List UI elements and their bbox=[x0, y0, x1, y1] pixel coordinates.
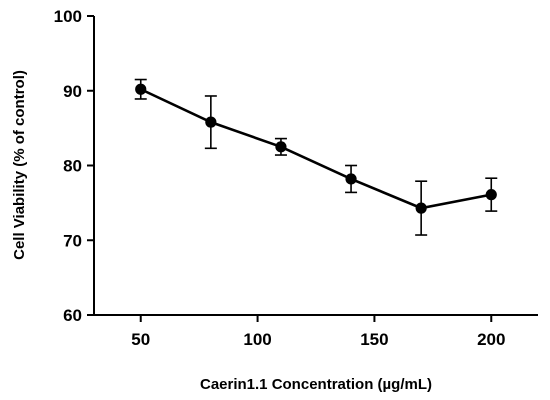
data-point bbox=[205, 116, 217, 128]
data-point bbox=[275, 141, 287, 153]
y-tick-label: 70 bbox=[63, 231, 82, 250]
y-tick-label: 80 bbox=[63, 157, 82, 176]
y-tick-label: 100 bbox=[54, 7, 82, 26]
error-bars bbox=[134, 78, 498, 236]
axis-ticks: 60 70 80 90 100 50 100 150 200 bbox=[54, 7, 506, 349]
x-tick-label: 50 bbox=[131, 330, 150, 349]
x-axis-title: Caerin1.1 Concentration (µg/mL) bbox=[200, 376, 432, 393]
x-tick-label: 200 bbox=[477, 330, 505, 349]
data-point bbox=[345, 173, 357, 185]
data-point bbox=[485, 189, 497, 201]
series-line bbox=[140, 88, 492, 210]
data-points bbox=[135, 83, 497, 214]
series-lines bbox=[140, 88, 492, 210]
data-point bbox=[135, 83, 147, 95]
y-axis-title: Cell Viability (% of control) bbox=[11, 70, 28, 260]
y-tick-label: 60 bbox=[63, 306, 82, 325]
x-tick-label: 100 bbox=[243, 330, 271, 349]
x-tick-label: 150 bbox=[360, 330, 388, 349]
y-tick-label: 90 bbox=[63, 82, 82, 101]
data-point bbox=[415, 202, 427, 214]
